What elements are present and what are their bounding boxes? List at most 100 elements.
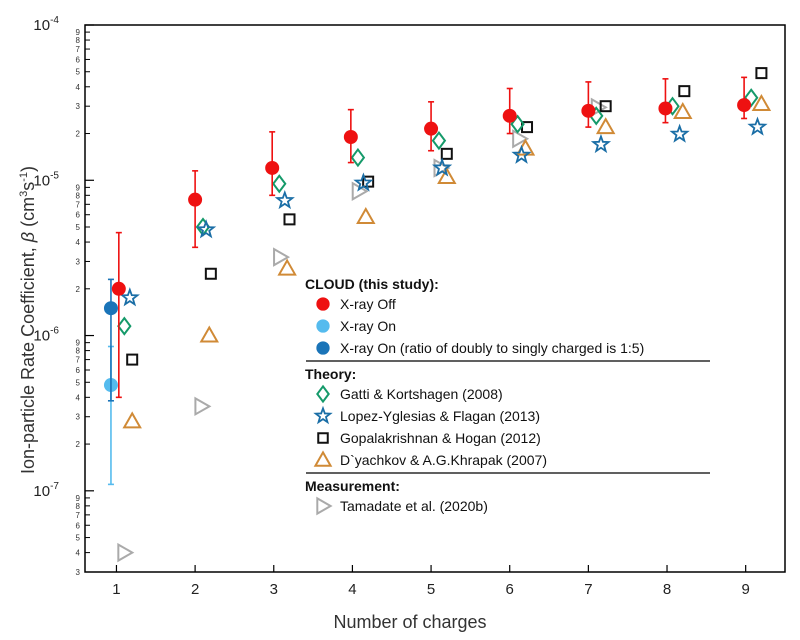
y-minor-label: 6: [76, 55, 81, 64]
y-minor-label: 7: [76, 511, 81, 520]
y-minor-label: 9: [76, 339, 81, 348]
y-minor-label: 7: [76, 356, 81, 365]
legend-label: D`yachkov & A.G.Khrapak (2007): [340, 452, 547, 468]
legend-label: Lopez-Yglesias & Flagan (2013): [340, 408, 540, 424]
y-minor-label: 9: [76, 28, 81, 37]
y-axis-title: Ion-particle Rate Coefficient, β (cm3s-1…: [18, 166, 38, 474]
y-minor-label: 4: [76, 83, 81, 92]
data-point: [343, 129, 358, 144]
data-point: [273, 247, 291, 267]
data-point: [737, 98, 752, 113]
data-point: [658, 101, 673, 116]
legend-heading: CLOUD (this study):: [305, 276, 439, 292]
x-tick-label-3: 3: [270, 581, 278, 598]
data-point: [590, 133, 612, 154]
data-point: [117, 316, 132, 336]
x-axis-title: Number of charges: [333, 612, 486, 632]
y-minor-label: 9: [76, 494, 81, 503]
data-point: [431, 157, 453, 177]
data-point: [353, 172, 374, 192]
y-tick-label-3: 10-4: [33, 15, 59, 34]
data-point: [126, 353, 139, 366]
y-tick-exp-2: -5: [50, 170, 59, 181]
data-point: [265, 160, 280, 175]
y-tick-base-1: 10: [33, 328, 50, 345]
y-minor-label: 3: [76, 257, 81, 266]
data-point: [277, 258, 297, 276]
y-minor-label: 6: [76, 366, 81, 375]
legend-label: X-ray On (ratio of doubly to singly char…: [340, 340, 644, 356]
legend-marker: [317, 432, 329, 444]
legend-marker: [316, 341, 330, 355]
y-minor-label: 3: [76, 568, 81, 577]
data-point: [755, 67, 768, 80]
y-minor-label: 9: [76, 183, 81, 192]
y-tick-label-0: 10-7: [33, 481, 59, 500]
y-axis-title-unit-exp2: -1: [18, 172, 30, 182]
y-axis-title-unit-open: (cm: [18, 197, 38, 232]
data-point: [502, 108, 517, 123]
series-5: [126, 67, 768, 366]
legend-marker: [313, 405, 333, 425]
y-axis-title-unit-close: ): [18, 166, 38, 172]
data-point: [194, 396, 212, 417]
legend-heading: Measurement:: [305, 478, 400, 494]
y-minor-label: 4: [76, 549, 81, 558]
data-point: [272, 174, 287, 194]
y-minor-label: 7: [76, 45, 81, 54]
data-point: [599, 100, 612, 113]
x-tick-label-8: 8: [663, 581, 671, 598]
y-tick-base-0: 10: [33, 483, 50, 500]
plot-area: 1 2 3 4 5 6 7 8 910-710-610-510-4345678923456789…: [33, 15, 786, 598]
y-minor-label: 4: [76, 393, 81, 402]
y-minor-label: 7: [76, 200, 81, 209]
data-point: [274, 189, 295, 210]
y-tick-exp-3: -4: [50, 15, 59, 26]
y-minor-label: 2: [76, 440, 81, 449]
legend-label: X-ray Off: [340, 296, 396, 312]
data-point: [673, 102, 693, 120]
x-tick-label-4: 4: [348, 581, 356, 598]
y-minor-label: 8: [76, 191, 81, 200]
data-point: [356, 206, 376, 225]
x-tick-label-9: 9: [742, 581, 750, 598]
y-tick-exp-0: -7: [50, 481, 59, 492]
legend-marker: [316, 496, 333, 516]
data-point: [743, 88, 759, 108]
data-point: [103, 301, 118, 316]
legend-label: Gatti & Kortshagen (2008): [340, 386, 503, 402]
data-point: [431, 130, 447, 151]
data-point: [111, 281, 126, 296]
y-axis-title-unit-mid: s: [18, 182, 38, 191]
series-6: [122, 93, 772, 429]
y-minor-label: 6: [76, 211, 81, 220]
data-point: [440, 147, 453, 160]
y-tick-base-2: 10: [33, 172, 50, 189]
data-point: [350, 147, 366, 168]
legend-marker: [316, 319, 330, 333]
data-point: [119, 287, 140, 307]
legend-marker: [313, 450, 333, 467]
data-point: [751, 93, 772, 111]
series-2: [103, 278, 118, 402]
y-tick-exp-1: -6: [50, 326, 59, 337]
y-minor-label: 3: [76, 102, 81, 111]
y-minor-label: 5: [76, 223, 81, 232]
series-4: [119, 116, 768, 307]
data-point: [196, 219, 217, 239]
legend: CLOUD (this study): X-ray Off X-ray On X-ra…: [305, 276, 710, 516]
y-axis-title-unit-exp1: 3: [18, 191, 30, 197]
y-minor-label: 5: [76, 378, 81, 387]
y-minor-label: 8: [76, 347, 81, 356]
data-point: [188, 192, 203, 207]
y-minor-label: 6: [76, 521, 81, 530]
data-point: [204, 267, 217, 280]
y-minor-label: 3: [76, 413, 81, 422]
data-point: [511, 144, 532, 164]
data-point: [595, 117, 616, 135]
y-axis-title-symbol: β: [18, 232, 38, 243]
y-minor-label: 2: [76, 285, 81, 294]
y-minor-label: 8: [76, 502, 81, 511]
y-tick-label-2: 10-5: [33, 170, 59, 189]
